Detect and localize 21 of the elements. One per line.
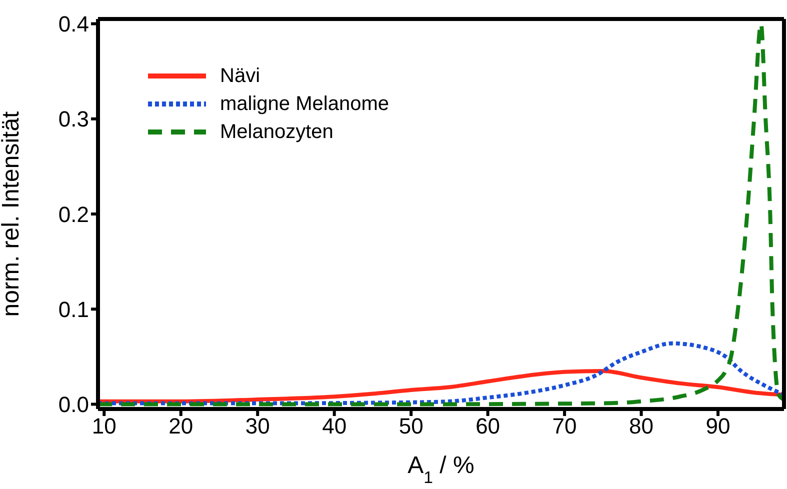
line-series (98, 341, 784, 406)
y-tick-label: 0.0 (58, 392, 89, 418)
y-axis-title: norm. rel. Intensität (0, 110, 25, 317)
y-tick-label: 0.2 (58, 202, 89, 227)
x-tick-label: 50 (398, 414, 424, 439)
x-tick-label: 90 (706, 414, 730, 439)
x-tick-label: 40 (322, 414, 347, 439)
x-tick-label: 10 (92, 414, 116, 439)
x-tick-label: 70 (552, 414, 577, 439)
legend-label: Nävi (220, 64, 260, 89)
y-tick-label: 0.3 (58, 106, 89, 132)
y-tick-label: 0.1 (58, 296, 89, 322)
x-axis-title: A$_{1}$ / % (408, 452, 474, 486)
y-tick-label: 0.4 (58, 12, 89, 37)
legend-label: maligne Melanome (220, 92, 389, 117)
legend-label: Melanozyten (220, 120, 334, 145)
x-tick-label: 80 (629, 414, 654, 439)
line-series (98, 368, 784, 404)
x-tick-label: 20 (168, 414, 194, 439)
x-tick-label: 30 (245, 414, 270, 439)
x-tick-label: 60 (476, 414, 500, 439)
